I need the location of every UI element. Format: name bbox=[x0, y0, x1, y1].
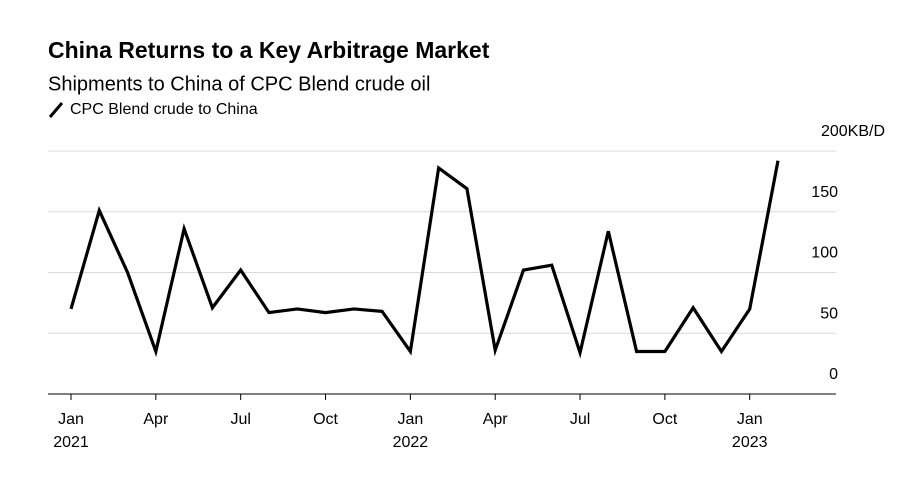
legend-label: CPC Blend crude to China bbox=[70, 101, 258, 118]
x-tick-label: Oct bbox=[313, 411, 338, 428]
data-line bbox=[69, 160, 780, 359]
x-tick-label: Oct bbox=[652, 411, 677, 428]
y-tick-label: 150 bbox=[811, 184, 838, 201]
x-tick-label: Jan bbox=[397, 411, 423, 428]
x-tick-label: Apr bbox=[143, 411, 169, 428]
x-year-label: 2023 bbox=[732, 434, 768, 451]
x-tick-label: Jan bbox=[737, 411, 763, 428]
legend-swatch bbox=[48, 102, 64, 118]
x-tick-label: Jul bbox=[230, 411, 250, 428]
x-year-label: 2022 bbox=[393, 434, 429, 451]
x-tick-label: Apr bbox=[483, 411, 509, 428]
y-tick-label: 100 bbox=[811, 245, 838, 262]
x-year-label: 2021 bbox=[53, 434, 89, 451]
chart-subtitle: Shipments to China of CPC Blend crude oi… bbox=[48, 73, 430, 95]
y-tick-label: 0 bbox=[829, 366, 838, 383]
x-tick-label: Jul bbox=[570, 411, 590, 428]
y-tick-label: 200KB/D bbox=[821, 123, 885, 140]
y-tick-label: 50 bbox=[820, 305, 838, 322]
chart-title: China Returns to a Key Arbitrage Market bbox=[48, 37, 490, 63]
x-tick-label: Jan bbox=[58, 411, 84, 428]
